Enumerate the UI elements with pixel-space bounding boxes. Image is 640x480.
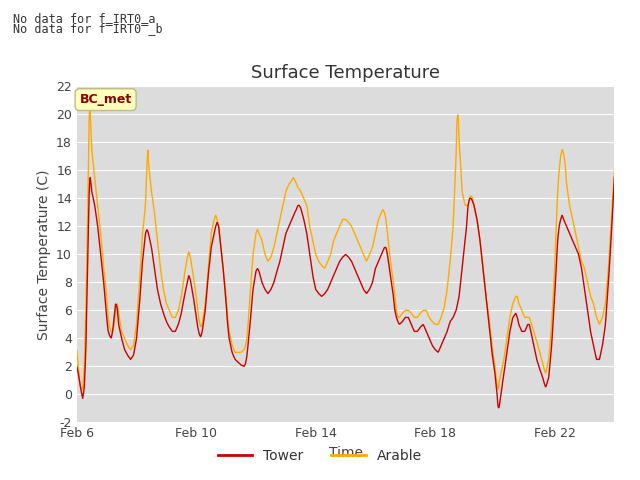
Title: Surface Temperature: Surface Temperature <box>251 64 440 82</box>
Y-axis label: Surface Temperature (C): Surface Temperature (C) <box>36 169 51 340</box>
Legend: Tower, Arable: Tower, Arable <box>212 443 428 468</box>
Text: BC_met: BC_met <box>79 93 132 106</box>
Text: No data for f_IRT0_a: No data for f_IRT0_a <box>13 12 156 25</box>
Text: No data for f̅IRT0̅_b: No data for f̅IRT0̅_b <box>13 22 163 35</box>
X-axis label: Time: Time <box>328 446 363 460</box>
